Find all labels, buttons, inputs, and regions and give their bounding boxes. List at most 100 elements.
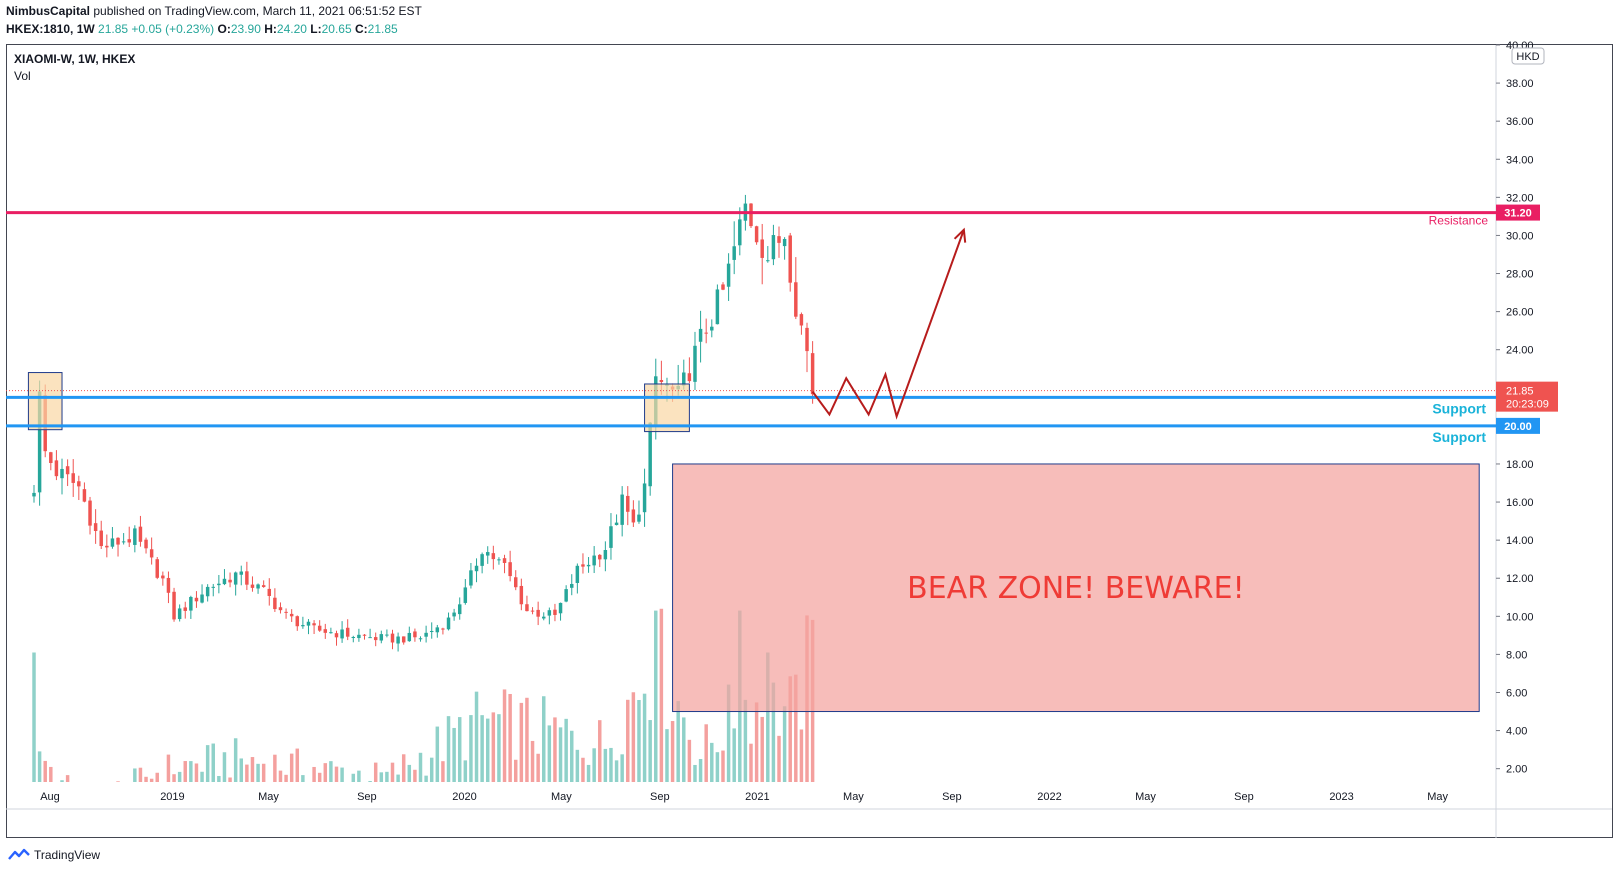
candle-body xyxy=(385,634,389,636)
candle-body xyxy=(334,633,339,638)
candle-body xyxy=(452,612,456,617)
volume-bar xyxy=(620,754,624,782)
candle-body xyxy=(82,489,87,502)
volume-legend[interactable]: Vol xyxy=(14,69,31,83)
y-tick-label: 32.00 xyxy=(1506,192,1534,204)
volume-bar xyxy=(289,753,294,782)
candle-body xyxy=(542,616,546,619)
candle-body xyxy=(250,584,255,588)
highlight-box xyxy=(644,383,690,433)
volume-bar xyxy=(357,770,361,782)
candle-body xyxy=(435,627,440,633)
x-tick-label: 2021 xyxy=(745,791,769,803)
candle-body xyxy=(788,235,792,283)
candle-body xyxy=(155,559,159,578)
candle-body xyxy=(295,616,300,627)
y-tick-label: 4.00 xyxy=(1506,726,1527,738)
candle-body xyxy=(502,558,507,563)
resistance-label: Resistance xyxy=(1429,214,1489,228)
volume-bar xyxy=(474,691,479,782)
candle-body xyxy=(530,610,535,612)
y-tick-label: 34.00 xyxy=(1506,154,1534,166)
volume-bar xyxy=(491,712,496,782)
candle-body xyxy=(659,380,664,382)
volume-bar xyxy=(777,735,781,782)
volume-bar xyxy=(217,775,221,782)
candle-body xyxy=(245,571,249,585)
volume-bar xyxy=(631,692,636,782)
candle-body xyxy=(749,203,753,227)
candle-body xyxy=(205,586,210,597)
volume-bar xyxy=(542,696,546,782)
volume-bar xyxy=(609,747,613,782)
y-tick-label: 12.00 xyxy=(1506,573,1534,585)
volume-bar xyxy=(60,780,64,782)
y-tick-label: 24.00 xyxy=(1506,345,1534,357)
y-tick-label: 16.00 xyxy=(1506,497,1534,509)
candle-body xyxy=(642,483,647,513)
candle-body xyxy=(329,632,333,634)
symbol-label: HKEX:1810, 1W xyxy=(6,22,95,36)
candle-body xyxy=(771,235,776,260)
candle-body xyxy=(446,617,451,630)
candle-body xyxy=(715,289,720,325)
candle-body xyxy=(558,602,563,614)
candle-body xyxy=(497,559,501,561)
ohlc-line: HKEX:1810, 1W 21.85 +0.05 (+0.23%) O:23.… xyxy=(6,22,398,36)
volume-bar xyxy=(457,717,462,782)
candle-body xyxy=(536,609,540,617)
level-price-label: 31.20 xyxy=(1504,208,1532,220)
volume-bar xyxy=(233,738,238,782)
volume-bar xyxy=(654,610,658,782)
support-label: Support xyxy=(1432,400,1486,416)
volume-bar xyxy=(799,729,804,782)
volume-bar xyxy=(514,759,518,782)
x-tick-label: May xyxy=(551,791,572,803)
y-tick-label: 36.00 xyxy=(1506,116,1534,128)
candle-body xyxy=(183,607,187,611)
candle-body xyxy=(463,587,468,603)
x-tick-label: May xyxy=(843,791,864,803)
candle-body xyxy=(553,609,557,615)
candle-body xyxy=(721,284,725,290)
volume-bar xyxy=(441,761,445,782)
chart-legend-title[interactable]: XIAOMI-W, 1W, HKEX xyxy=(14,52,136,66)
y-tick-label: 14.00 xyxy=(1506,535,1534,547)
volume-bar xyxy=(508,693,512,782)
volume-bar xyxy=(687,739,692,782)
publisher-name[interactable]: NimbusCapital xyxy=(6,4,91,18)
x-tick-label: May xyxy=(1427,791,1448,803)
x-tick-label: 2023 xyxy=(1329,791,1353,803)
candle-body xyxy=(586,564,591,567)
volume-bar xyxy=(250,757,255,782)
volume-bar xyxy=(396,774,400,782)
volume-bar xyxy=(452,727,456,782)
volume-bar xyxy=(760,716,764,782)
chart-frame[interactable] xyxy=(6,44,1613,838)
volume-bar xyxy=(704,724,708,782)
candle-body xyxy=(519,585,524,605)
candle-body xyxy=(166,577,171,593)
candle-body xyxy=(429,630,434,633)
volume-bar xyxy=(284,774,288,782)
volume-bar xyxy=(463,760,468,782)
candle-body xyxy=(620,494,624,525)
candle-body xyxy=(693,345,697,382)
currency-box xyxy=(1511,47,1545,65)
volume-bar xyxy=(726,684,731,782)
volume-bar xyxy=(642,693,647,782)
volume-bar xyxy=(575,749,580,782)
candle-body xyxy=(362,634,367,636)
candle-body xyxy=(782,238,787,247)
volume-bar xyxy=(592,748,596,782)
footer-brand[interactable]: TradingView xyxy=(8,848,100,862)
volume-bar xyxy=(743,699,748,782)
volume-bar xyxy=(368,781,372,782)
candle-body xyxy=(161,575,165,579)
candle-body xyxy=(732,246,736,260)
volume-bar xyxy=(138,767,143,782)
volume-bar xyxy=(710,742,714,782)
volume-bar xyxy=(749,743,753,782)
bear-zone-label: BEAR ZONE! BEWARE! xyxy=(907,571,1244,606)
